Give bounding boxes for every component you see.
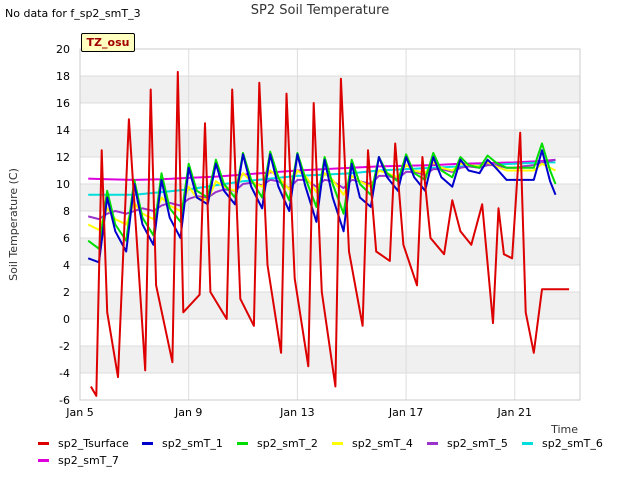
- y-tick-label: 20: [56, 43, 70, 56]
- legend-item-sp2-smT-4: sp2_smT_4: [332, 436, 413, 452]
- x-tick-label: Jan 17: [388, 406, 423, 419]
- legend-label: sp2_smT_6: [542, 437, 603, 450]
- legend-swatch: [142, 441, 153, 445]
- legend: sp2_Tsurface sp2_smT_1 sp2_smT_2 sp2_smT_4 s…: [0, 436, 640, 480]
- legend-label: sp2_smT_5: [447, 437, 508, 450]
- legend-swatch: [522, 441, 533, 445]
- legend-label: sp2_Tsurface: [58, 437, 129, 450]
- legend-item-sp2-smT-6: sp2_smT_6: [522, 436, 603, 452]
- timezone-badge: TZ_osu: [81, 33, 135, 52]
- legend-label: sp2_smT_1: [162, 437, 223, 450]
- legend-swatch: [237, 441, 248, 445]
- y-tick-label: 4: [63, 259, 70, 272]
- plot-band: [80, 319, 580, 346]
- series-line-sp2-smT-1: [87, 149, 557, 264]
- no-data-notice: No data for f_sp2_smT_3: [5, 7, 141, 20]
- legend-swatch: [38, 441, 49, 445]
- x-axis-label: Time: [550, 423, 578, 436]
- legend-item-sp2-smT-7: sp2_smT_7: [38, 453, 119, 469]
- y-tick-label: 18: [56, 70, 70, 83]
- legend-label: sp2_smT_2: [257, 437, 318, 450]
- plot-frame: [79, 48, 581, 401]
- legend-swatch: [427, 441, 438, 445]
- plot-band: [80, 373, 580, 400]
- y-tick-label: 10: [56, 178, 70, 191]
- plot-band: [80, 265, 580, 292]
- x-tick-label: Jan 21: [497, 406, 532, 419]
- chart-title: SP2 Soil Temperature: [250, 3, 390, 18]
- legend-label: sp2_smT_7: [58, 454, 119, 467]
- y-tick-label: -2: [59, 340, 70, 353]
- plot-band: [80, 49, 580, 76]
- legend-item-sp2-smT-1: sp2_smT_1: [142, 436, 223, 452]
- y-tick-label: 0: [63, 313, 70, 326]
- y-tick-label: 14: [56, 124, 70, 137]
- y-tick-label: 12: [56, 151, 70, 164]
- plot-band: [80, 292, 580, 319]
- plot-band: [80, 103, 580, 130]
- legend-item-sp2-smT-2: sp2_smT_2: [237, 436, 318, 452]
- x-tick-label: Jan 5: [65, 406, 93, 419]
- y-tick-label: 2: [63, 286, 70, 299]
- legend-swatch: [332, 441, 343, 445]
- legend-swatch: [38, 458, 49, 462]
- y-tick-label: 8: [63, 205, 70, 218]
- x-tick-label: Jan 13: [279, 406, 314, 419]
- plot-band: [80, 76, 580, 103]
- plot-band: [80, 130, 580, 157]
- y-tick-label: -6: [59, 394, 70, 407]
- series-line-sp2-smT-2: [87, 142, 557, 250]
- series-line-sp2-Tsurface: [90, 70, 570, 397]
- x-tick-label: Jan 9: [174, 406, 202, 419]
- legend-item-sp2-smT-5: sp2_smT_5: [427, 436, 508, 452]
- y-axis-label: Soil Temperature (C): [7, 168, 20, 281]
- y-tick-label: 16: [56, 97, 70, 110]
- y-tick-label: -4: [59, 367, 70, 380]
- y-tick-label: 6: [63, 232, 70, 245]
- legend-item-sp2-Tsurface: sp2_Tsurface: [38, 436, 129, 452]
- legend-label: sp2_smT_4: [352, 437, 413, 450]
